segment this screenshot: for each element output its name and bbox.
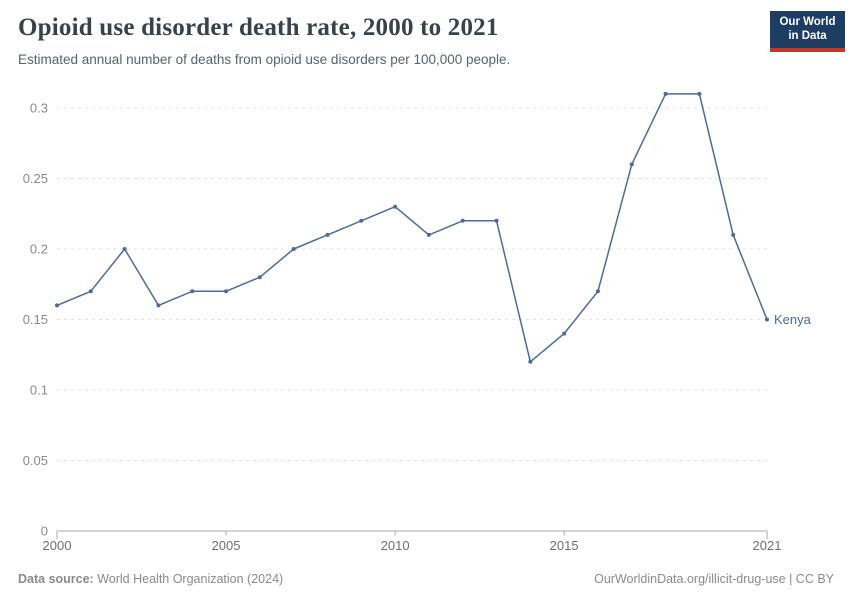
x-axis-tick-label: 2021 (753, 538, 782, 553)
data-source: Data source: World Health Organization (… (18, 572, 283, 586)
y-axis-tick-label: 0.15 (23, 312, 48, 327)
data-point-2005[interactable] (224, 289, 229, 294)
data-point-2000[interactable] (55, 303, 59, 308)
data-point-2013[interactable] (494, 218, 499, 223)
series-line-kenya[interactable] (56, 93, 768, 363)
data-point-2010[interactable] (393, 204, 398, 209)
data-point-2001[interactable] (88, 289, 93, 294)
data-point-2009[interactable] (359, 218, 364, 223)
data-point-2011[interactable] (426, 232, 431, 237)
x-axis-tick-label: 2015 (550, 538, 579, 553)
y-axis-tick-label: 0.05 (23, 453, 48, 468)
data-point-2016[interactable] (595, 289, 600, 294)
data-source-label: Data source: (18, 572, 94, 586)
data-point-2018[interactable] (663, 91, 668, 96)
y-axis-tick-label: 0.1 (30, 383, 48, 398)
owid-logo-line2: in Data (788, 29, 827, 42)
y-axis-tick-label: 0.25 (23, 171, 48, 186)
data-point-2012[interactable] (460, 218, 465, 223)
x-axis-tick-label: 2010 (381, 538, 410, 553)
chart-canvas[interactable]: 0 0.05 0.1 0.15 0.2 0.25 0.3 2000 2005 2010 2015 20… (0, 78, 850, 558)
y-axis-tick-label: 0.3 (30, 101, 48, 116)
data-point-2007[interactable] (291, 247, 296, 251)
data-point-2020[interactable] (731, 232, 736, 237)
owid-logo-line1: Our World (779, 16, 836, 28)
chart-title: Opioid use disorder death rate, 2000 to … (18, 14, 499, 41)
data-point-2003[interactable] (156, 303, 161, 308)
x-axis-tick-label: 2000 (43, 538, 72, 553)
y-axis-tick-label: 0.2 (30, 242, 48, 257)
data-point-2021[interactable] (765, 317, 769, 322)
y-axis-tick-label: 0 (41, 524, 48, 539)
footer-link[interactable]: OurWorldinData.org/illicit-drug-use | CC… (594, 572, 834, 586)
data-point-2014[interactable] (528, 359, 533, 364)
data-point-2002[interactable] (122, 247, 127, 251)
owid-logo-red-bar (770, 48, 845, 52)
data-point-2008[interactable] (325, 232, 330, 237)
data-point-2015[interactable] (562, 331, 567, 336)
x-axis-tick-label: 2005 (212, 538, 241, 553)
data-point-2017[interactable] (629, 162, 634, 167)
chart-subtitle: Estimated annual number of deaths from o… (18, 52, 511, 67)
data-source-text: World Health Organization (2024) (97, 572, 284, 586)
data-point-2004[interactable] (190, 289, 195, 294)
series-end-label-kenya[interactable]: Kenya (774, 312, 812, 327)
chart-footer: Data source: World Health Organization (… (0, 572, 850, 586)
data-point-2006[interactable] (257, 275, 262, 280)
owid-logo[interactable]: Our World in Data (770, 11, 845, 52)
data-point-2019[interactable] (697, 91, 702, 96)
